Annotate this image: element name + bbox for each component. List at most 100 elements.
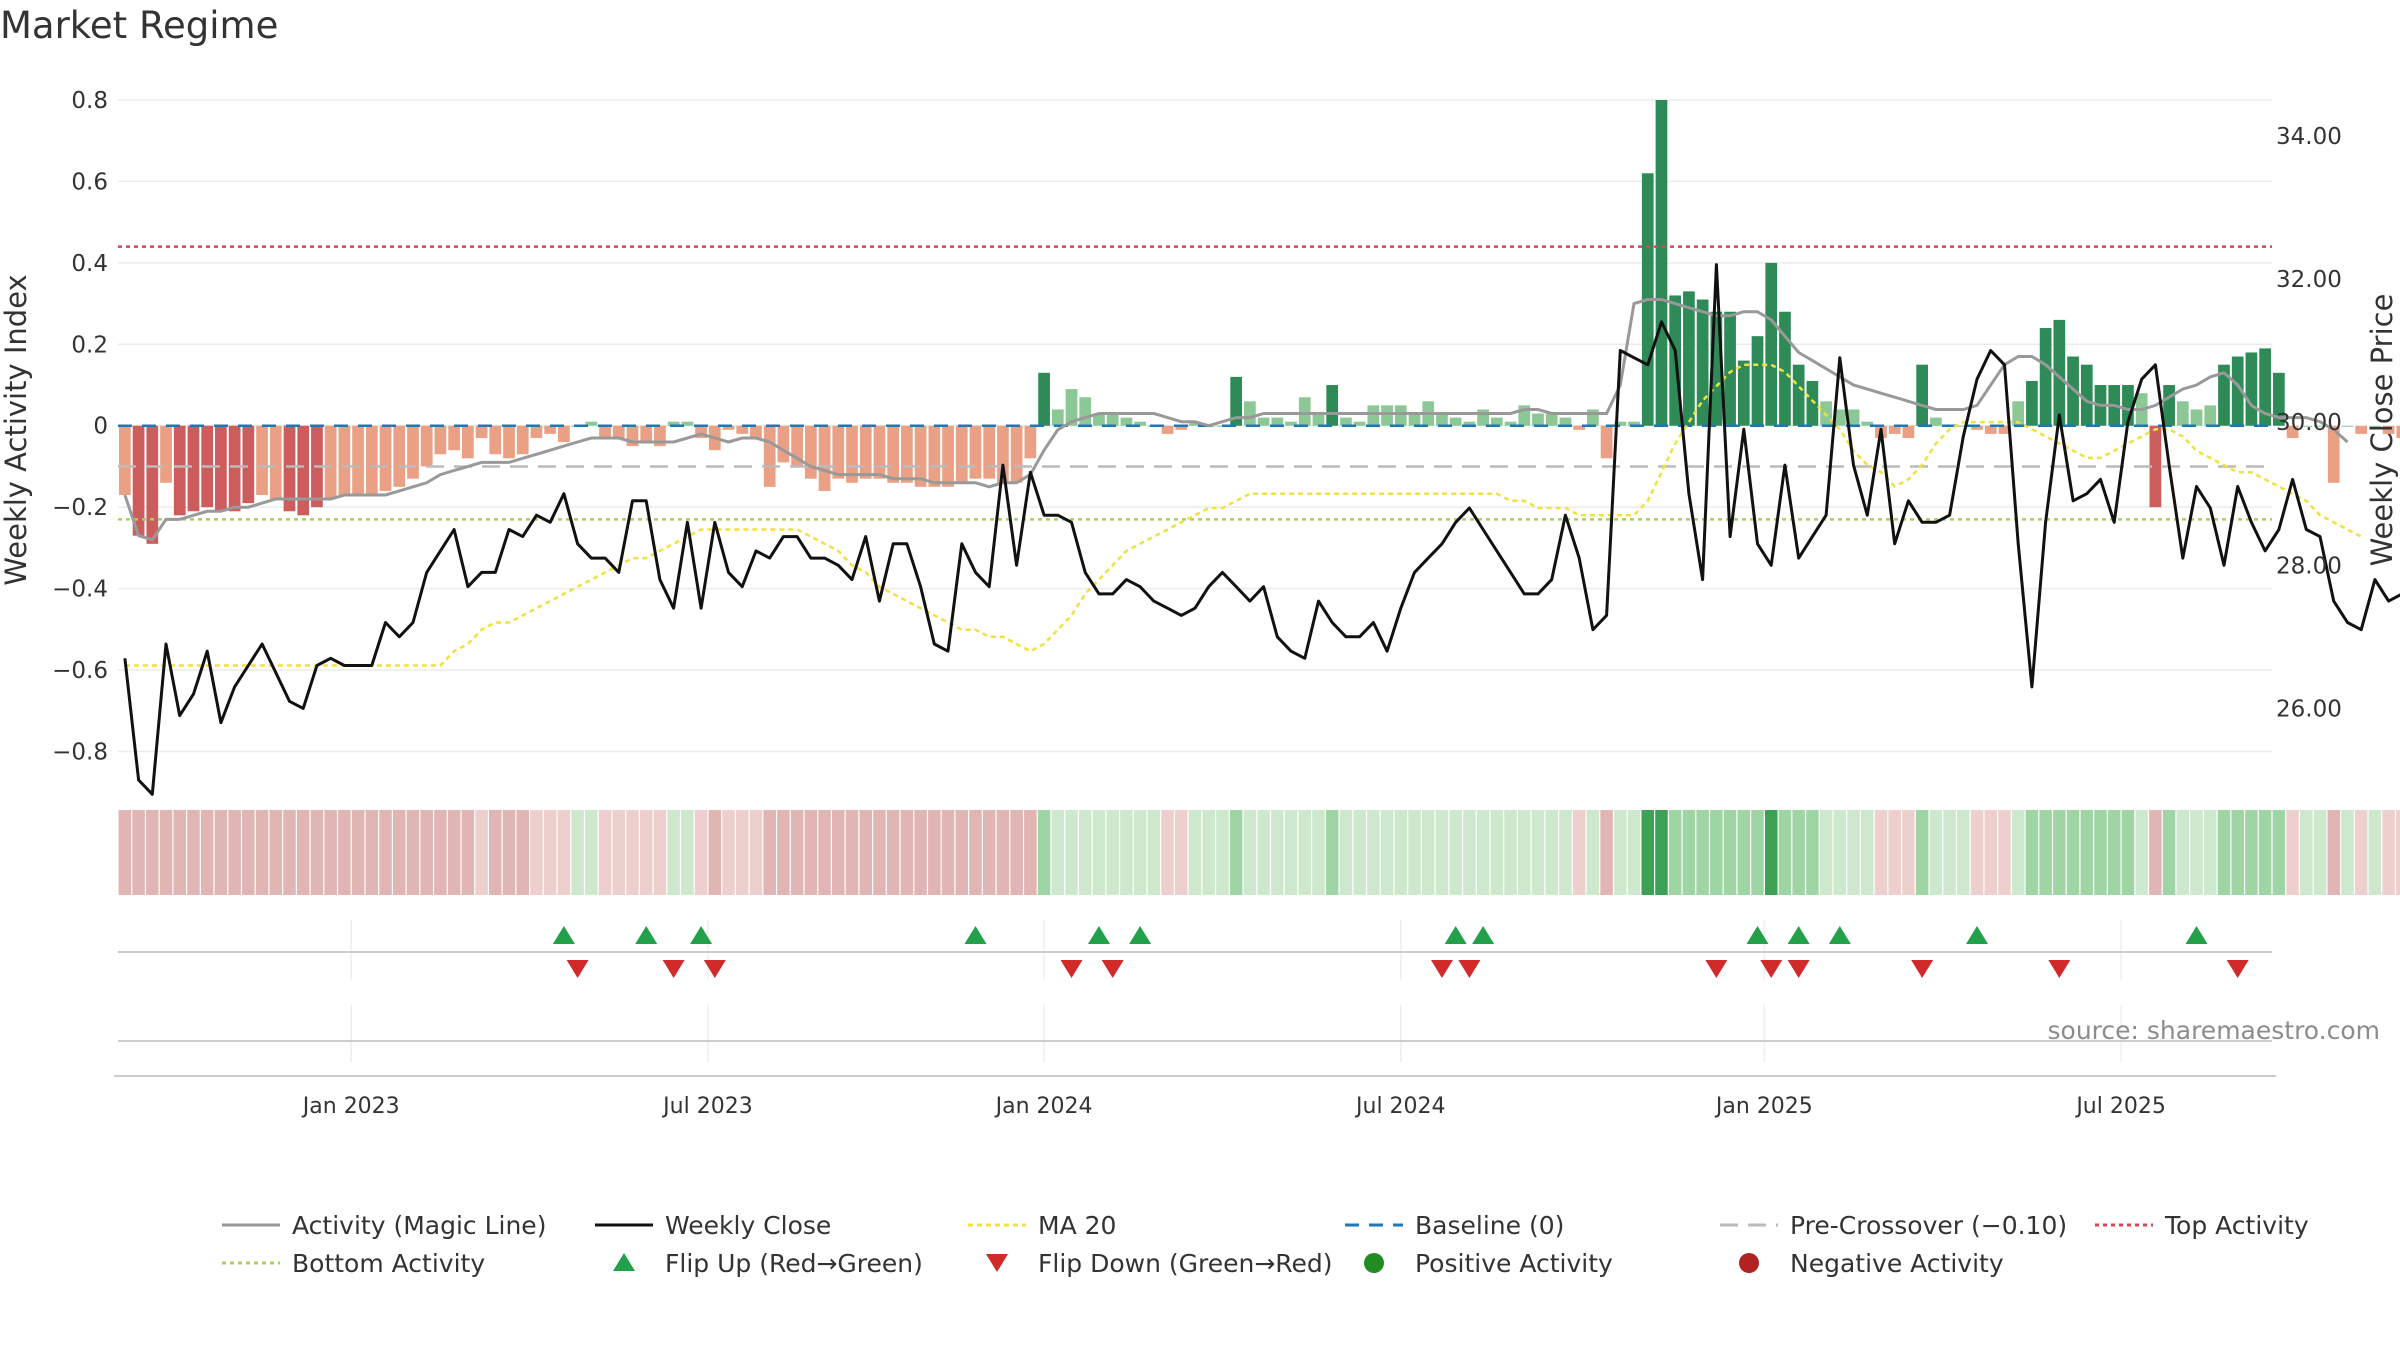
right-tick-label: 28.00 <box>2276 553 2342 579</box>
flip-down-marker <box>1430 960 1453 978</box>
regime-strip-cell <box>1312 810 1325 895</box>
activity-bar <box>1312 413 1325 426</box>
regime-strip-cell <box>2121 810 2135 895</box>
regime-strip-cell <box>859 810 872 895</box>
activity-bar <box>695 425 707 438</box>
regime-strip-cell <box>928 810 941 895</box>
regime-strip-cell <box>2231 810 2244 895</box>
regime-strip-cell <box>1710 810 1723 895</box>
regime-strip-cell <box>173 810 186 895</box>
activity-bar <box>1257 417 1270 426</box>
regime-strip-cell <box>1175 810 1188 895</box>
regime-strip-cell <box>1284 810 1298 895</box>
regime-strip-cell <box>1147 810 1161 895</box>
activity-bar <box>2053 319 2066 426</box>
regime-strip-cell <box>1408 810 1421 895</box>
regime-strip-cell <box>159 810 173 895</box>
regime-strip-cell <box>1106 810 1119 895</box>
activity-bar <box>2396 425 2400 438</box>
regime-strip-cell <box>1435 810 1449 895</box>
flip-up-marker <box>1746 926 1769 944</box>
activity-bar <box>1394 405 1407 426</box>
regime-strip-cell <box>735 810 749 895</box>
activity-bar <box>1916 364 1929 426</box>
regime-strip-cell <box>1764 810 1778 895</box>
regime-strip-cell <box>1682 810 1696 895</box>
activity-bar <box>2149 425 2162 508</box>
activity-bar <box>887 425 900 483</box>
flip-down-marker <box>1060 960 1083 978</box>
regime-strip-cell <box>1078 810 1092 895</box>
regime-strip-cell <box>1586 810 1600 895</box>
activity-bar <box>1779 311 1791 426</box>
activity-bar <box>2204 405 2217 426</box>
regime-strip-cell <box>777 810 790 895</box>
activity-bar <box>420 425 433 467</box>
activity-bar <box>461 425 474 459</box>
activity-bar <box>1930 417 1942 426</box>
regime-strip-cell <box>1449 810 1462 895</box>
activity-bar <box>763 425 776 487</box>
regime-strip-cell <box>187 810 200 895</box>
regime-strip-cell <box>1627 810 1641 895</box>
regime-strip-cell <box>1133 810 1147 895</box>
regime-strip-cell <box>1737 810 1751 895</box>
activity-bar <box>969 425 982 479</box>
regime-strip-cell <box>804 810 818 895</box>
regime-strip-cell <box>2094 810 2107 895</box>
activity-bar <box>393 425 406 487</box>
regime-strip-cell <box>1518 810 1531 895</box>
left-axis-title: Weekly Activity Index <box>0 274 33 585</box>
activity-bar <box>736 425 749 434</box>
legend-label: Activity (Magic Line) <box>292 1211 546 1240</box>
regime-strip-cell <box>1202 810 1215 895</box>
activity-bar <box>530 425 543 438</box>
regime-strip-cell <box>1847 810 1860 895</box>
regime-strip-cell <box>1723 810 1737 895</box>
regime-strip-cell <box>1421 810 1435 895</box>
activity-bar <box>160 425 172 483</box>
regime-strip-cell <box>914 810 927 895</box>
x-tick-label: Jul 2025 <box>2074 1094 2166 1119</box>
flip-down-marker <box>1911 960 1934 978</box>
regime-strip-cell <box>571 810 584 895</box>
regime-strip-cell <box>1600 810 1613 895</box>
regime-strip-cell <box>1380 810 1394 895</box>
regime-strip-cell <box>132 810 145 895</box>
activity-bar <box>1436 413 1448 426</box>
regime-strip-cell <box>1861 810 1874 895</box>
activity-bar <box>228 425 241 512</box>
activity-bar <box>1244 401 1256 426</box>
activity-bar <box>2341 425 2354 427</box>
regime-strip-cell <box>1120 810 1133 895</box>
activity-bar <box>132 425 145 536</box>
activity-bar <box>2259 348 2271 426</box>
regime-strip-cell <box>1161 810 1174 895</box>
activity-bar <box>1161 425 1174 434</box>
flip-up-marker <box>964 926 987 944</box>
activity-bar <box>1326 385 1339 426</box>
activity-bar <box>997 425 1009 483</box>
activity-bar <box>777 425 790 463</box>
legend-swatch-circle-green <box>1364 1253 1384 1273</box>
activity-bar <box>2190 409 2203 426</box>
regime-strip-cell <box>1614 810 1627 895</box>
regime-strip-cell <box>639 810 653 895</box>
left-tick-label: −0.8 <box>52 739 108 765</box>
right-tick-label: 34.00 <box>2276 124 2342 150</box>
activity-bar <box>1353 421 1366 426</box>
legend-label: Weekly Close <box>665 1211 831 1240</box>
activity-bar <box>791 425 803 467</box>
regime-strip-cell <box>955 810 969 895</box>
activity-bar <box>1847 409 1860 426</box>
activity-bar <box>1998 425 2011 434</box>
regime-strip-cell <box>1668 810 1682 895</box>
regime-strip-cell <box>1819 810 1833 895</box>
activity-bar <box>873 425 886 479</box>
regime-strip-cell <box>681 810 694 895</box>
regime-strip-cell <box>1504 810 1517 895</box>
regime-strip-cell <box>1806 810 1819 895</box>
activity-bar <box>1285 421 1297 426</box>
x-tick-label: Jul 2023 <box>661 1094 753 1119</box>
